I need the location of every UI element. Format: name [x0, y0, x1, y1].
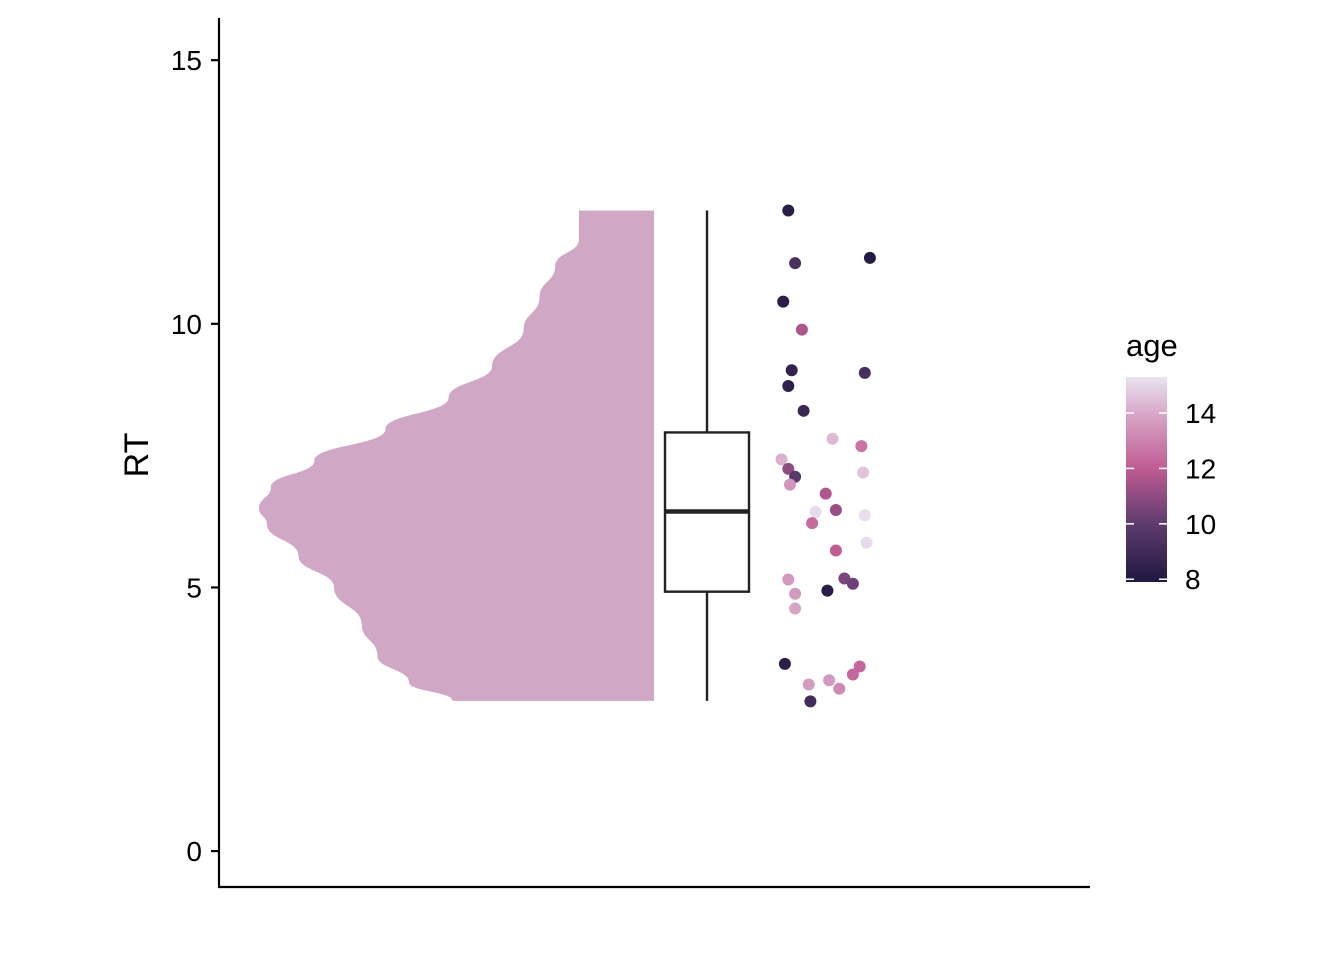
y-ticks: 0 5 10 15 [171, 45, 219, 867]
half-violin [259, 210, 654, 701]
data-point [833, 682, 846, 695]
plot-area [259, 204, 876, 708]
data-point [829, 544, 842, 557]
data-point [829, 503, 842, 516]
legend-colorbar [1126, 377, 1167, 582]
legend-tick-label: 8 [1185, 564, 1201, 595]
data-point [782, 462, 795, 475]
y-tick-label: 10 [171, 309, 202, 340]
data-point [821, 584, 834, 597]
data-point [789, 587, 802, 600]
data-point [775, 453, 788, 466]
data-point [863, 251, 876, 264]
data-point [782, 380, 795, 393]
data-point [846, 577, 859, 590]
data-point [784, 478, 796, 491]
data-point [858, 509, 871, 522]
data-point [806, 517, 819, 530]
data-point [826, 432, 839, 445]
data-point [855, 440, 868, 453]
boxplot [663, 210, 751, 701]
legend-tick-label: 12 [1185, 453, 1216, 484]
data-point [823, 674, 836, 687]
legend-tick-label: 14 [1185, 398, 1216, 429]
data-point [809, 506, 822, 519]
data-point [785, 364, 798, 377]
y-axis-label: RT [118, 433, 156, 478]
data-point [858, 366, 871, 379]
legend-ticks: 8 10 12 14 [1126, 398, 1216, 595]
data-point [797, 404, 810, 417]
data-points [775, 204, 876, 708]
data-point [819, 487, 832, 500]
data-point [802, 678, 815, 691]
data-point [782, 204, 795, 217]
y-tick-label: 15 [171, 45, 202, 76]
y-tick-label: 0 [186, 836, 202, 867]
data-point [782, 573, 795, 586]
data-point [789, 257, 802, 270]
data-point [795, 323, 808, 336]
data-point [777, 295, 790, 308]
data-point [778, 657, 791, 670]
data-point [846, 668, 859, 681]
y-axis: 0 5 10 15 [171, 18, 221, 888]
color-legend: age 8 10 12 14 [1126, 328, 1216, 595]
data-point [789, 602, 802, 615]
data-point [857, 466, 870, 479]
data-point [860, 536, 873, 549]
legend-tick-label: 10 [1185, 509, 1216, 540]
data-point [804, 695, 817, 708]
data-point [853, 660, 866, 673]
legend-title: age [1126, 328, 1178, 363]
y-tick-label: 5 [186, 572, 202, 603]
